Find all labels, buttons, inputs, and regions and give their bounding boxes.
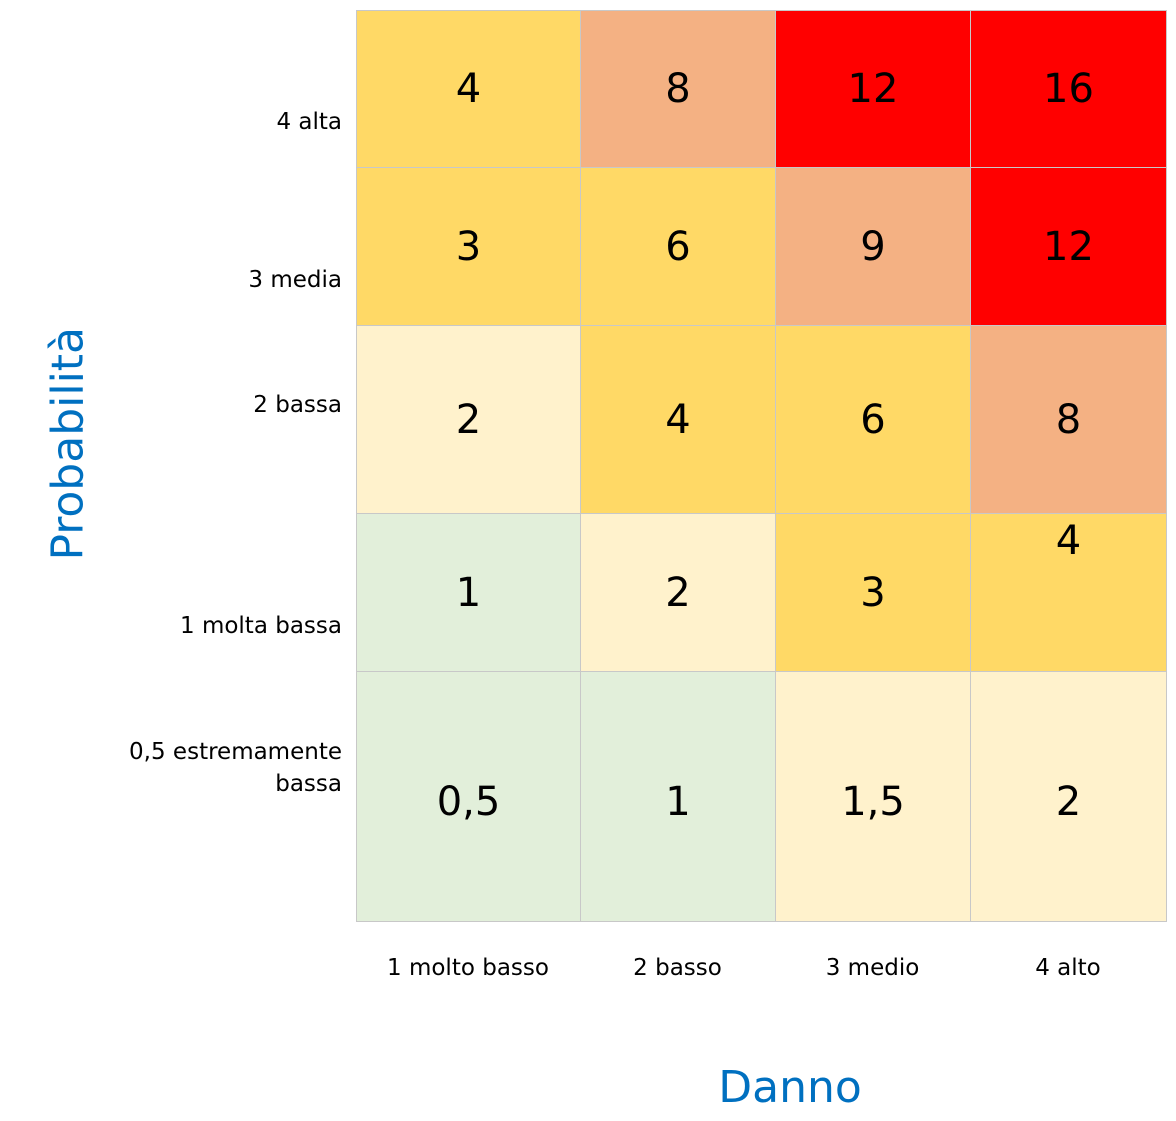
col-label-basso: 2 basso [633, 955, 722, 981]
matrix-cell: 1 [580, 671, 776, 922]
matrix-cell: 8 [970, 325, 1167, 514]
matrix-cell: 3 [356, 167, 581, 326]
matrix-cell: 1,5 [775, 671, 971, 922]
cell-value: 4 [1055, 518, 1082, 564]
cell-value: 16 [1043, 66, 1094, 112]
y-axis-title: Probabilità [42, 326, 94, 561]
cell-value: 6 [860, 396, 886, 443]
row-label-2-bassa: 2 bassa [253, 392, 342, 418]
matrix-cell: 2 [970, 671, 1167, 922]
matrix-cell: 1 [356, 513, 581, 672]
matrix-cell: 9 [775, 167, 971, 326]
row-label-1-molta-bassa: 1 molta bassa [180, 613, 342, 639]
matrix-cell: 12 [775, 10, 971, 168]
matrix-cell: 0,5 [356, 671, 581, 922]
cell-value: 9 [860, 223, 886, 270]
matrix-cell: 6 [580, 167, 776, 326]
cell-value: 0,5 [436, 778, 501, 825]
cell-value: 12 [1043, 223, 1094, 270]
matrix-cell: 6 [775, 325, 971, 514]
matrix-cell: 8 [580, 10, 776, 168]
matrix-cell: 4 [580, 325, 776, 514]
row-label-0-5-estremamente-bassa: 0,5 estremamente bassa [129, 739, 342, 797]
cell-value: 2 [455, 396, 482, 443]
col-label-alto: 4 alto [1035, 955, 1101, 981]
cell-value: 4 [665, 396, 691, 443]
cell-value: 1 [455, 569, 482, 616]
row-label-4-alta: 4 alta [276, 109, 342, 135]
matrix-cell: 3 [775, 513, 971, 672]
matrix-cell: 4 [356, 10, 581, 168]
cell-value: 4 [455, 66, 482, 112]
matrix-cell: 2 [356, 325, 581, 514]
cell-value: 2 [665, 569, 691, 616]
cell-value: 6 [665, 223, 691, 270]
cell-value: 8 [1055, 396, 1082, 443]
cell-value: 1 [665, 778, 691, 825]
cell-value: 2 [1055, 778, 1082, 825]
cell-value: 3 [860, 569, 886, 616]
matrix-cell: 2 [580, 513, 776, 672]
matrix-cell: 12 [970, 167, 1167, 326]
cell-value: 12 [847, 66, 899, 112]
x-axis-title: Danno [718, 1062, 862, 1113]
col-label-molto-basso: 1 molto basso [387, 955, 549, 981]
matrix-cell: 4 [970, 513, 1167, 672]
row-label-3-media: 3 media [248, 267, 342, 293]
col-label-medio: 3 medio [825, 955, 920, 981]
cell-value: 3 [455, 223, 482, 270]
matrix-cell: 16 [970, 10, 1167, 168]
cell-value: 1,5 [841, 778, 905, 825]
cell-value: 8 [665, 66, 691, 112]
